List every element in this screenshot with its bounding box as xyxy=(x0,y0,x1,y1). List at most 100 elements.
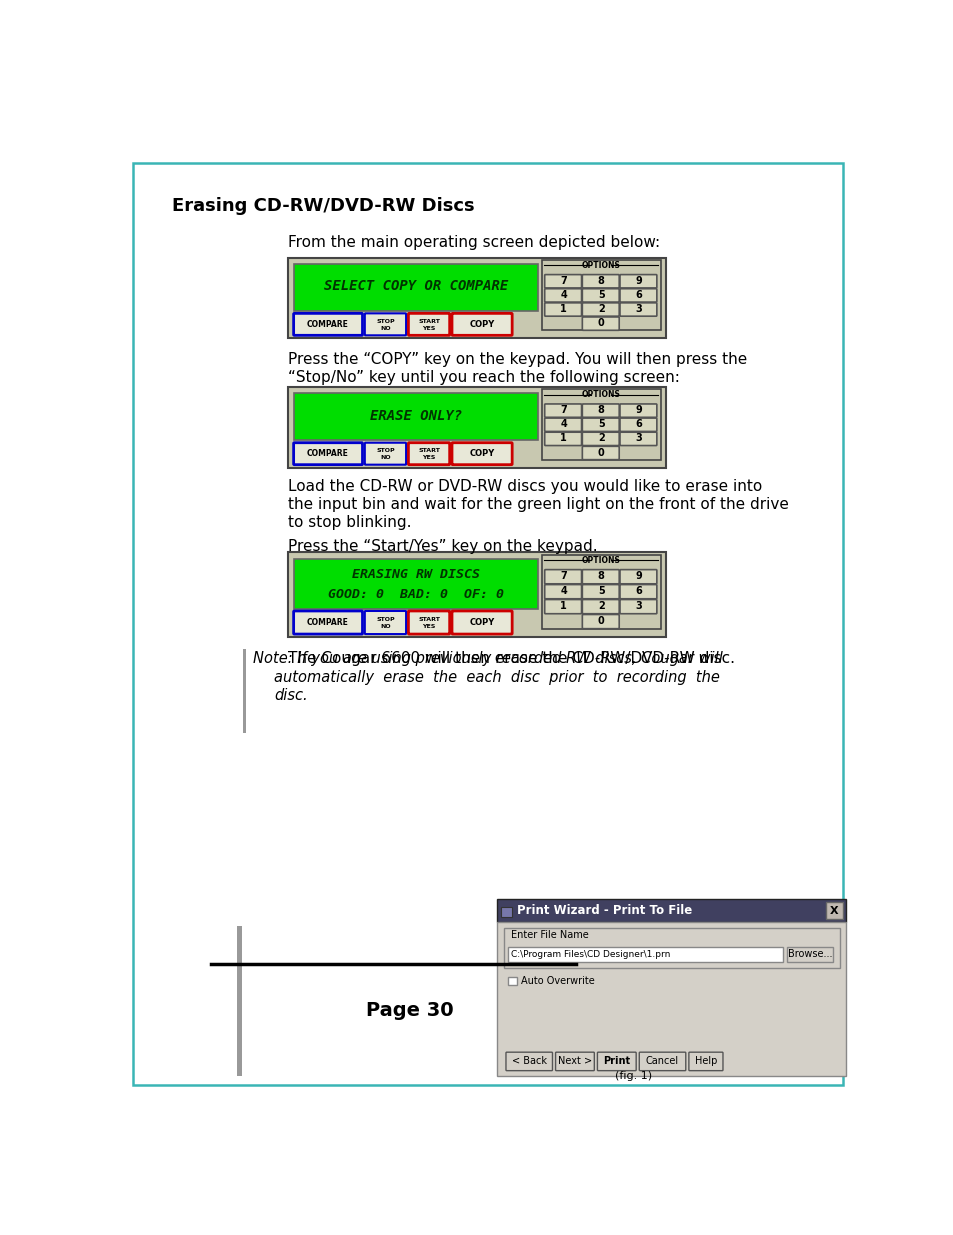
Text: 8: 8 xyxy=(598,572,604,582)
FancyBboxPatch shape xyxy=(505,1052,552,1071)
Text: 3: 3 xyxy=(635,304,641,314)
Bar xyxy=(294,393,537,441)
Text: 9: 9 xyxy=(635,275,641,285)
Text: Help: Help xyxy=(694,1056,717,1066)
FancyBboxPatch shape xyxy=(597,1052,636,1071)
FancyBboxPatch shape xyxy=(619,569,657,584)
Bar xyxy=(500,906,512,918)
Bar xyxy=(288,552,666,637)
Text: NO: NO xyxy=(379,456,391,461)
Text: 7: 7 xyxy=(559,405,566,415)
Text: Browse...: Browse... xyxy=(786,950,831,960)
Text: 8: 8 xyxy=(598,275,604,285)
FancyBboxPatch shape xyxy=(581,274,618,288)
Text: Press the “Start/Yes” key on the keypad.: Press the “Start/Yes” key on the keypad. xyxy=(288,538,598,553)
FancyBboxPatch shape xyxy=(294,314,362,336)
Text: Print Wizard - Print To File: Print Wizard - Print To File xyxy=(517,904,691,918)
FancyBboxPatch shape xyxy=(581,584,618,599)
Text: 2: 2 xyxy=(598,601,604,611)
FancyBboxPatch shape xyxy=(555,1052,594,1071)
Bar xyxy=(497,899,845,923)
Text: 4: 4 xyxy=(559,420,566,430)
FancyBboxPatch shape xyxy=(619,404,657,417)
Text: COPY: COPY xyxy=(469,450,495,458)
FancyBboxPatch shape xyxy=(544,584,581,599)
Text: YES: YES xyxy=(422,625,436,630)
FancyBboxPatch shape xyxy=(581,446,618,459)
Text: 1: 1 xyxy=(559,304,566,314)
Bar xyxy=(508,977,517,986)
Text: Note: If you are using previously recorded RW discs, Cougar will: Note: If you are using previously record… xyxy=(253,651,721,666)
FancyBboxPatch shape xyxy=(364,442,406,464)
Text: X: X xyxy=(829,905,838,915)
FancyBboxPatch shape xyxy=(452,314,512,336)
Text: 8: 8 xyxy=(598,405,604,415)
Text: “Stop/No” key until you reach the following screen:: “Stop/No” key until you reach the follow… xyxy=(288,370,679,385)
FancyBboxPatch shape xyxy=(619,599,657,614)
Text: 5: 5 xyxy=(598,290,604,300)
Text: Auto Overwrite: Auto Overwrite xyxy=(520,976,594,986)
Text: C:\Program Files\CD Designer\1.prn: C:\Program Files\CD Designer\1.prn xyxy=(511,950,670,958)
FancyBboxPatch shape xyxy=(294,442,362,464)
Text: 0: 0 xyxy=(598,447,604,458)
Text: COMPARE: COMPARE xyxy=(307,618,349,627)
Bar xyxy=(825,902,842,919)
FancyBboxPatch shape xyxy=(452,442,512,464)
Text: Print: Print xyxy=(602,1056,630,1066)
Text: COPY: COPY xyxy=(469,618,495,627)
Bar xyxy=(541,389,660,459)
FancyBboxPatch shape xyxy=(544,599,581,614)
Text: STOP: STOP xyxy=(375,448,395,453)
Bar xyxy=(294,264,537,311)
FancyBboxPatch shape xyxy=(544,303,581,316)
Text: 0: 0 xyxy=(598,319,604,329)
Text: 3: 3 xyxy=(635,433,641,443)
Text: 9: 9 xyxy=(635,572,641,582)
Bar xyxy=(243,648,246,734)
Bar xyxy=(288,258,666,338)
FancyBboxPatch shape xyxy=(544,404,581,417)
FancyBboxPatch shape xyxy=(364,314,406,336)
Text: OPTIONS: OPTIONS xyxy=(581,556,620,564)
FancyBboxPatch shape xyxy=(408,442,449,464)
FancyBboxPatch shape xyxy=(619,274,657,288)
Text: Enter File Name: Enter File Name xyxy=(511,930,589,940)
FancyBboxPatch shape xyxy=(544,289,581,303)
Text: START: START xyxy=(417,319,439,324)
FancyBboxPatch shape xyxy=(294,611,362,634)
Text: START: START xyxy=(417,448,439,453)
Text: 6: 6 xyxy=(635,420,641,430)
FancyBboxPatch shape xyxy=(688,1052,722,1071)
Text: COMPARE: COMPARE xyxy=(307,320,349,329)
Text: 5: 5 xyxy=(598,587,604,597)
Bar xyxy=(508,947,781,962)
Text: NO: NO xyxy=(379,326,391,331)
Bar xyxy=(294,558,537,609)
Text: 2: 2 xyxy=(598,433,604,443)
FancyBboxPatch shape xyxy=(639,1052,685,1071)
Bar xyxy=(541,259,660,330)
FancyBboxPatch shape xyxy=(619,289,657,303)
Bar xyxy=(497,923,845,1076)
Bar xyxy=(503,929,840,968)
Text: STOP: STOP xyxy=(375,319,395,324)
Text: 4: 4 xyxy=(559,587,566,597)
Text: 7: 7 xyxy=(559,572,566,582)
Bar xyxy=(236,926,242,1076)
Text: 6: 6 xyxy=(635,290,641,300)
Text: Load the CD-RW or DVD-RW discs you would like to erase into: Load the CD-RW or DVD-RW discs you would… xyxy=(288,479,761,494)
Bar xyxy=(785,947,832,962)
Text: YES: YES xyxy=(422,456,436,461)
Text: automatically  erase  the  each  disc  prior  to  recording  the: automatically erase the each disc prior … xyxy=(274,669,720,684)
FancyBboxPatch shape xyxy=(408,611,449,634)
Text: COPY: COPY xyxy=(469,320,495,329)
Text: OPTIONS: OPTIONS xyxy=(581,261,620,270)
FancyBboxPatch shape xyxy=(581,404,618,417)
FancyBboxPatch shape xyxy=(581,303,618,316)
Text: ERASING RW DISCS: ERASING RW DISCS xyxy=(352,568,480,582)
FancyBboxPatch shape xyxy=(581,569,618,584)
Text: 4: 4 xyxy=(559,290,566,300)
Text: to stop blinking.: to stop blinking. xyxy=(288,515,412,530)
Text: 9: 9 xyxy=(635,405,641,415)
Text: (fig. 1): (fig. 1) xyxy=(614,1072,651,1082)
